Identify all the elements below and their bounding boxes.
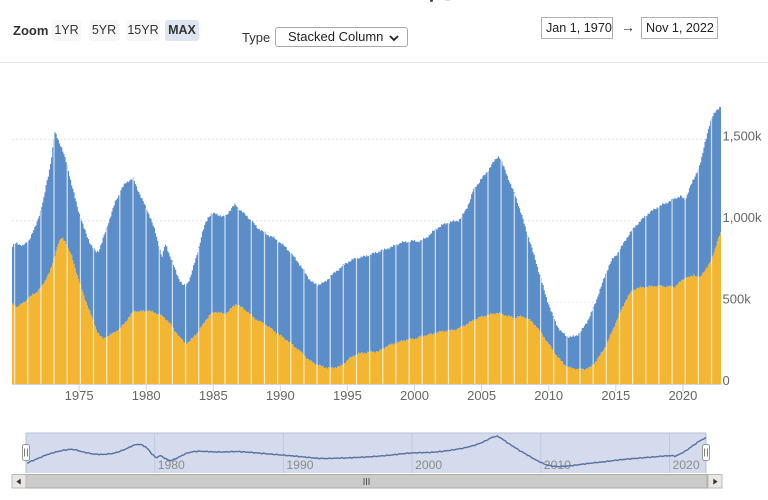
svg-text:1975: 1975 (65, 388, 94, 403)
svg-text:2005: 2005 (467, 388, 496, 403)
svg-text:2015: 2015 (601, 388, 630, 403)
svg-text:1980: 1980 (132, 388, 161, 403)
svg-text:1995: 1995 (333, 388, 362, 403)
svg-text:500k: 500k (723, 291, 752, 306)
svg-text:2010: 2010 (544, 458, 571, 472)
svg-text:2020: 2020 (673, 458, 700, 472)
svg-text:1980: 1980 (158, 458, 185, 472)
svg-text:2000: 2000 (415, 458, 442, 472)
svg-text:2020: 2020 (668, 388, 697, 403)
svg-text:1985: 1985 (199, 388, 228, 403)
svg-text:1990: 1990 (286, 458, 313, 472)
svg-text:2000: 2000 (400, 388, 429, 403)
svg-text:0: 0 (723, 373, 730, 388)
svg-text:2010: 2010 (534, 388, 563, 403)
svg-text:1990: 1990 (266, 388, 295, 403)
svg-text:1,000k: 1,000k (723, 210, 763, 225)
svg-text:1,500k: 1,500k (723, 128, 763, 143)
